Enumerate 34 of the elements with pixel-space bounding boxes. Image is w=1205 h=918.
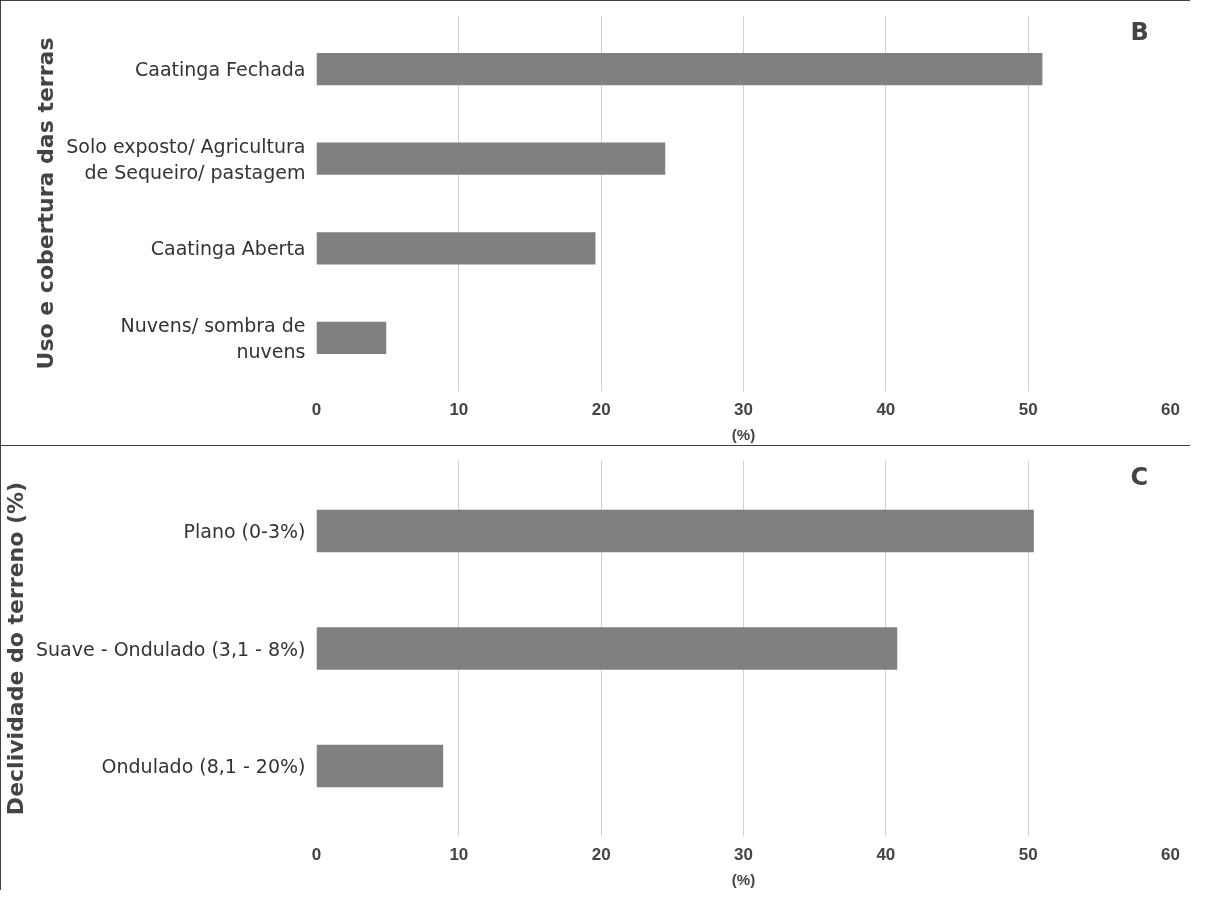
annotation: C bbox=[1130, 462, 1149, 491]
bar bbox=[316, 321, 387, 354]
y-tick-label: Ondulado (8,1 - 20%) bbox=[101, 755, 306, 777]
x-axis-title: (%) bbox=[731, 870, 756, 888]
x-axis-title: (%) bbox=[731, 425, 756, 443]
x-tick-label: 10 bbox=[449, 399, 469, 419]
x-tick-label: 30 bbox=[734, 399, 753, 419]
x-tick-label: 20 bbox=[591, 844, 611, 864]
bar bbox=[316, 509, 1034, 553]
x-tick-label: 0 bbox=[311, 399, 322, 419]
x-tick-label: 20 bbox=[591, 399, 611, 419]
y-tick-label: Solo exposto/ Agricultura de Sequeiro/ pastagem bbox=[66, 134, 306, 183]
x-tick-label: 50 bbox=[1018, 399, 1038, 419]
y-tick-label: Nuvens/ sombra de nuvens bbox=[120, 313, 306, 362]
x-tick-label: 40 bbox=[876, 399, 896, 419]
y-tick-label: Caatinga Fechada bbox=[135, 58, 306, 81]
x-tick-label: 10 bbox=[449, 844, 469, 864]
annotation: B bbox=[1130, 17, 1149, 46]
x-tick-label: 0 bbox=[311, 844, 322, 864]
y-tick-label: Suave - Ondulado (3,1 - 8%) bbox=[36, 637, 306, 660]
x-tick-label: 30 bbox=[734, 844, 753, 864]
y-axis-title: Uso e cobertura das terras bbox=[33, 37, 59, 370]
y-axis-title: Declividade do terreno (%) bbox=[3, 481, 29, 816]
bar bbox=[316, 232, 596, 265]
x-tick-label: 60 bbox=[1161, 399, 1180, 419]
bar bbox=[316, 627, 898, 670]
y-tick-label: Plano (0-3%) bbox=[183, 520, 306, 542]
y-tick-label: Caatinga Aberta bbox=[150, 237, 306, 260]
bar bbox=[316, 142, 666, 175]
x-tick-label: 40 bbox=[876, 844, 896, 864]
bar bbox=[316, 53, 1043, 86]
x-tick-label: 50 bbox=[1018, 844, 1038, 864]
x-tick-label: 60 bbox=[1161, 844, 1180, 864]
bar bbox=[316, 744, 444, 788]
